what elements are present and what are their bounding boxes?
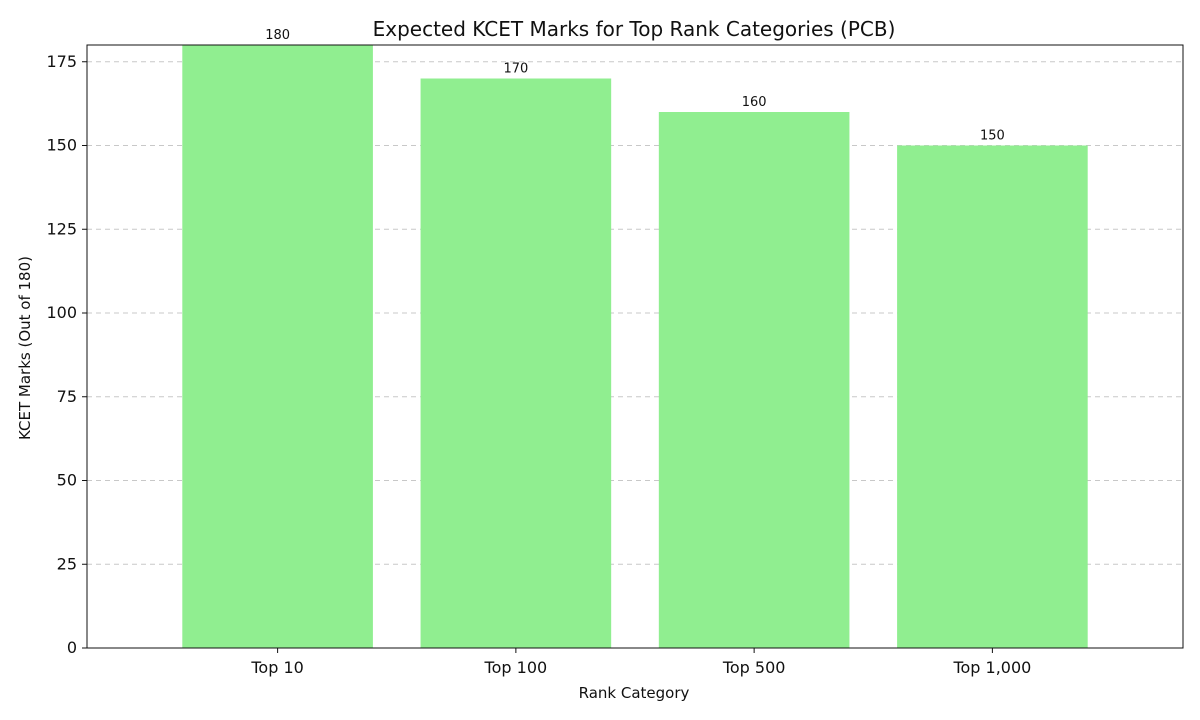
x-tick-label-0: Top 10 xyxy=(250,658,303,677)
bar-3 xyxy=(897,145,1088,648)
bar-1 xyxy=(420,78,612,648)
chart-title: Expected KCET Marks for Top Rank Categor… xyxy=(373,17,896,41)
y-tick-label-100: 100 xyxy=(46,303,77,322)
y-tick-label-150: 150 xyxy=(46,136,77,155)
y-axis-label: KCET Marks (Out of 180) xyxy=(16,256,34,440)
x-tick-label-3: Top 1,000 xyxy=(952,658,1031,677)
ticks: Top 10 Top 100 Top 500 Top 1,000 0 25 50 75 100 1… xyxy=(46,52,1031,677)
x-tick-label-1: Top 100 xyxy=(484,658,548,677)
data-label-1: 170 xyxy=(503,62,528,77)
y-tick-label-75: 75 xyxy=(57,387,77,406)
x-axis-label: Rank Category xyxy=(579,684,690,702)
y-tick-label-175: 175 xyxy=(46,52,77,71)
data-label-0: 180 xyxy=(265,28,290,43)
y-tick-label-25: 25 xyxy=(57,554,77,573)
y-tick-label-125: 125 xyxy=(46,219,77,238)
bar-2 xyxy=(658,112,850,648)
axes xyxy=(86,44,1184,649)
bar-0 xyxy=(182,45,373,648)
y-tick-label-0: 0 xyxy=(67,638,77,657)
data-labels: 180 170 160 150 xyxy=(265,28,1005,144)
x-tick-label-2: Top 500 xyxy=(722,658,786,677)
bars xyxy=(182,45,1088,648)
data-label-2: 160 xyxy=(742,95,767,110)
data-label-3: 150 xyxy=(980,129,1005,144)
y-tick-label-50: 50 xyxy=(57,471,77,490)
plot-frame xyxy=(86,44,1184,649)
